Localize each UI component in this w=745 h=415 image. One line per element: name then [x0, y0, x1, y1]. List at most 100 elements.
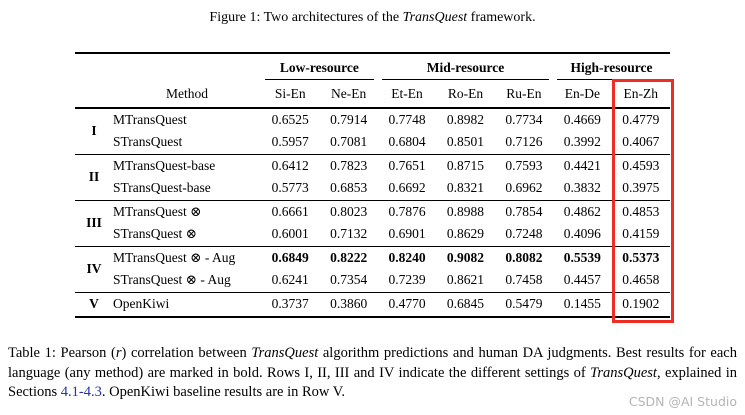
- value-cell: 0.4421: [563, 157, 601, 173]
- value-cell: 0.7854: [505, 203, 543, 219]
- value-cell: 0.7748: [388, 112, 426, 127]
- value-cell: 0.4853: [622, 203, 660, 219]
- table-group-I: I MTransQuest 0.6525 0.7914 0.7748 0.898…: [75, 108, 670, 154]
- table-row-best: IV MTransQuest ⊗ - Aug 0.6849 0.8222 0.8…: [75, 246, 670, 276]
- table-row: III MTransQuest ⊗ 0.6661 0.8023 0.7876 0…: [75, 200, 670, 230]
- value-cell: 0.7248: [505, 226, 543, 242]
- method-cell: STransQuest ⊗: [113, 226, 197, 242]
- col-header-ne-en: Ne-En: [331, 86, 367, 101]
- value-cell: 0.3992: [563, 134, 601, 150]
- value-cell: 0.1902: [622, 296, 660, 312]
- value-cell: 0.8621: [446, 272, 485, 288]
- table-row: STransQuest ⊗ - Aug 0.6241 0.7354 0.7239…: [75, 269, 670, 292]
- empty-cell: [75, 81, 113, 108]
- table-caption-text: algorithm predictions and human DA judgm…: [8, 345, 737, 381]
- value-cell: 0.6804: [388, 134, 426, 150]
- value-cell: 0.7458: [505, 272, 543, 288]
- value-cell: 0.3832: [563, 180, 601, 196]
- sections-link[interactable]: 4.1-4.3: [60, 384, 102, 400]
- value-cell: 0.6241: [271, 272, 309, 288]
- table-caption-text: , explained in Sections: [8, 364, 737, 401]
- table-row: V OpenKiwi 0.3737 0.3860 0.4770 0.6845 0…: [75, 292, 670, 317]
- group-label: V: [89, 296, 99, 312]
- value-cell: 0.5539: [563, 249, 601, 265]
- table-head: Low-resource Mid-resource High-resource …: [75, 53, 670, 108]
- value-cell: 0.7876: [388, 203, 426, 219]
- value-cell: 0.8023: [330, 203, 368, 219]
- method-cell: OpenKiwi: [113, 296, 170, 312]
- value-cell: 0.8082: [505, 249, 543, 265]
- col-group-mid-resource: Mid-resource: [426, 59, 505, 75]
- value-cell: 0.4593: [622, 157, 660, 173]
- table-caption: Table 1: Pearson (r) correlation between…: [8, 344, 737, 403]
- value-cell: 0.7823: [330, 157, 368, 173]
- value-cell: 0.1455: [563, 296, 601, 312]
- group-label: III: [86, 215, 102, 230]
- value-cell: 0.4457: [563, 272, 601, 288]
- figure-caption-text: Figure 1: Two architectures of the: [209, 10, 403, 25]
- value-cell: 0.8715: [446, 157, 485, 173]
- value-cell: 0.4159: [622, 226, 660, 242]
- method-cell: MTransQuest-base: [113, 157, 216, 173]
- value-cell: 0.4779: [622, 112, 660, 127]
- value-cell: 0.4096: [563, 226, 601, 242]
- method-cell: MTransQuest ⊗ - Aug: [113, 249, 236, 265]
- table-group-IV: IV MTransQuest ⊗ - Aug 0.6849 0.8222 0.8…: [75, 246, 670, 292]
- results-table: Low-resource Mid-resource High-resource …: [75, 52, 670, 318]
- results-table-container: Low-resource Mid-resource High-resource …: [75, 52, 674, 323]
- col-header-ro-en: Ro-En: [447, 86, 484, 101]
- value-cell: 0.5773: [271, 180, 309, 196]
- table-row: I MTransQuest 0.6525 0.7914 0.7748 0.898…: [75, 108, 670, 138]
- value-cell: 0.7651: [388, 157, 426, 173]
- corner-cell: [75, 53, 261, 81]
- table-group-III: III MTransQuest ⊗ 0.6661 0.8023 0.7876 0…: [75, 200, 670, 246]
- column-group-rule-mid: [382, 79, 549, 80]
- value-cell: 0.8240: [388, 249, 426, 265]
- group-header-row: Low-resource Mid-resource High-resource: [75, 53, 670, 81]
- figure-caption: Figure 1: Two architectures of the Trans…: [0, 10, 745, 26]
- figure-caption-italic-transquest: TransQuest: [402, 10, 468, 25]
- value-cell: 0.4862: [563, 203, 601, 219]
- value-cell: 0.8501: [446, 134, 485, 150]
- col-header-si-en: Si-En: [274, 86, 306, 101]
- value-cell: 0.3860: [330, 296, 368, 312]
- column-group-rule-high: [557, 79, 670, 80]
- col-header-en-de: En-De: [564, 86, 600, 101]
- table-caption-italic-r: r: [115, 345, 122, 361]
- value-cell: 0.6845: [446, 296, 485, 312]
- value-cell: 0.7354: [330, 272, 368, 288]
- value-cell: 0.6412: [271, 157, 309, 173]
- col-header-et-en: Et-En: [391, 86, 423, 101]
- value-cell: 0.6525: [271, 112, 309, 127]
- table-caption-text: ) correlation between: [121, 345, 252, 361]
- method-header: Method: [166, 86, 208, 101]
- col-group-high-resource: High-resource: [570, 59, 653, 75]
- value-cell: 0.5479: [505, 296, 543, 312]
- table-row: STransQuest-base 0.5773 0.6853 0.6692 0.…: [75, 177, 670, 200]
- value-cell: 0.8982: [446, 112, 485, 127]
- value-cell: 0.6853: [330, 180, 368, 196]
- method-cell: STransQuest: [113, 134, 183, 150]
- value-cell: 0.3975: [622, 180, 660, 196]
- table-caption-text: Table 1: Pearson (: [8, 345, 116, 361]
- value-cell: 0.7239: [388, 272, 426, 288]
- value-cell: 0.7081: [330, 134, 368, 150]
- col-header-ru-en: Ru-En: [506, 86, 542, 101]
- table-row: STransQuest 0.5957 0.7081 0.6804 0.8501 …: [75, 131, 670, 154]
- table-group-V: V OpenKiwi 0.3737 0.3860 0.4770 0.6845 0…: [75, 292, 670, 317]
- value-cell: 0.6849: [271, 249, 309, 265]
- table-caption-italic-transquest: TransQuest: [251, 345, 319, 361]
- value-cell: 0.6901: [388, 226, 426, 242]
- value-cell: 0.8222: [330, 249, 368, 265]
- value-cell: 0.8321: [446, 180, 485, 196]
- method-cell: STransQuest ⊗ - Aug: [113, 272, 231, 288]
- col-header-en-zh: En-Zh: [623, 86, 659, 101]
- value-cell: 0.4067: [622, 134, 660, 150]
- method-cell: MTransQuest ⊗: [113, 203, 202, 219]
- table-row: II MTransQuest-base 0.6412 0.7823 0.7651…: [75, 154, 670, 184]
- column-group-rule-low: [265, 79, 374, 80]
- method-cell: MTransQuest: [113, 112, 187, 127]
- figure-caption-text-end: framework.: [467, 10, 536, 25]
- method-cell: STransQuest-base: [113, 180, 211, 196]
- table-caption-text: . OpenKiwi baseline results are in Row V…: [101, 384, 345, 400]
